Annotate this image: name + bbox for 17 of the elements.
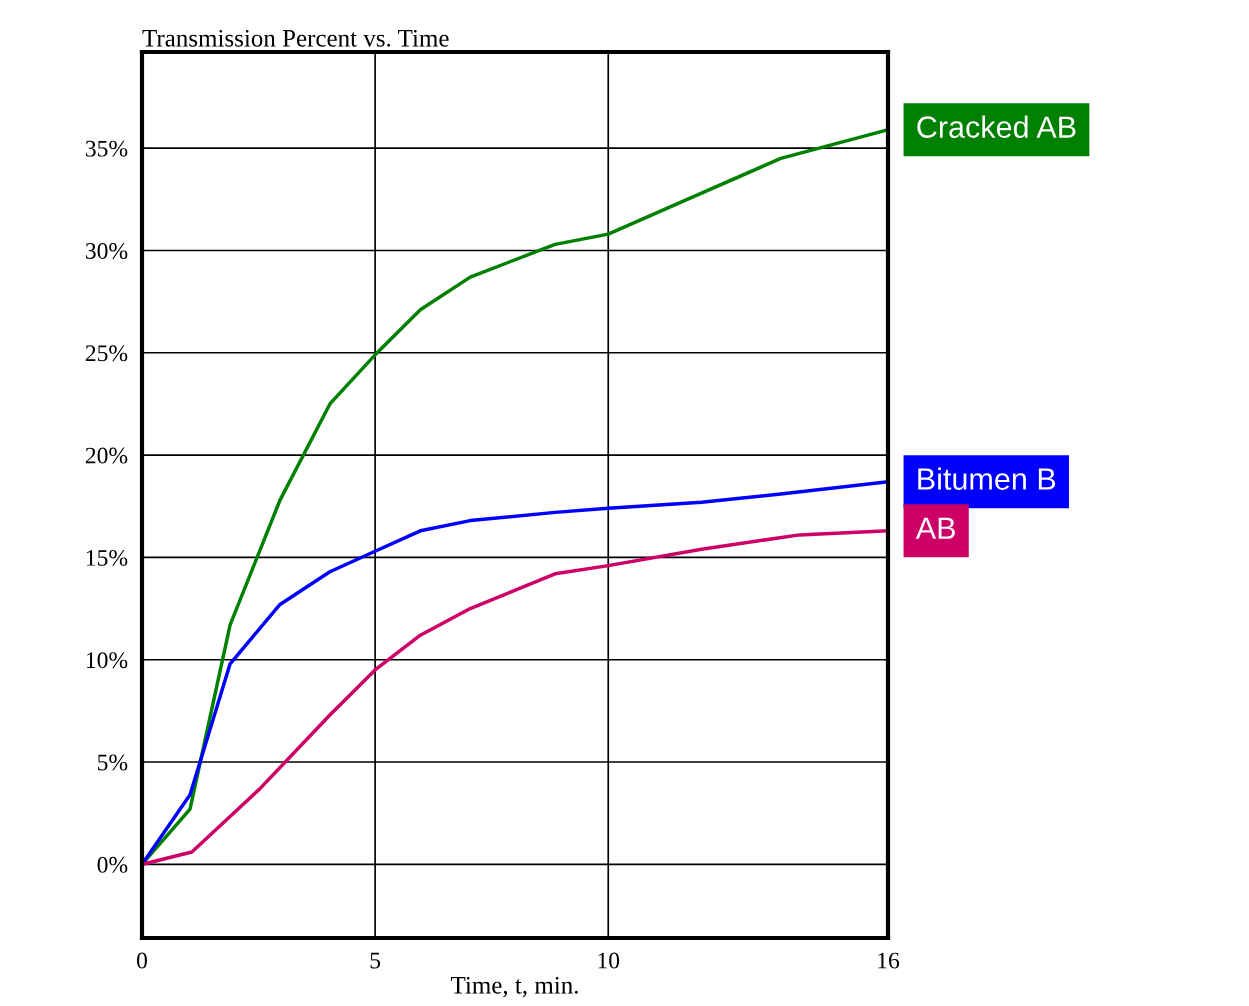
chart-title: Transmission Percent vs. Time (142, 29, 449, 47)
x-axis-title: Time, t, min. (450, 976, 578, 998)
y-tick-label: 30% (85, 242, 128, 259)
y-tick-label: 15% (86, 549, 128, 566)
y-tick-label: 0% (97, 856, 128, 873)
series-label: Cracked AB (917, 115, 1076, 138)
x-tick-label: 0 (137, 952, 147, 969)
y-tick-label: 20% (85, 447, 128, 464)
y-tick-label: 25% (85, 345, 128, 362)
x-tick-label: 16 (878, 952, 900, 969)
y-tick-label: 35% (85, 140, 128, 157)
series-label: Bitumen B (918, 467, 1056, 490)
x-tick-label: 10 (598, 952, 620, 969)
series-label: AB (915, 517, 955, 539)
x-tick-label: 5 (370, 952, 381, 969)
y-tick-label: 5% (98, 754, 128, 771)
y-tick-label: 10% (86, 652, 128, 669)
